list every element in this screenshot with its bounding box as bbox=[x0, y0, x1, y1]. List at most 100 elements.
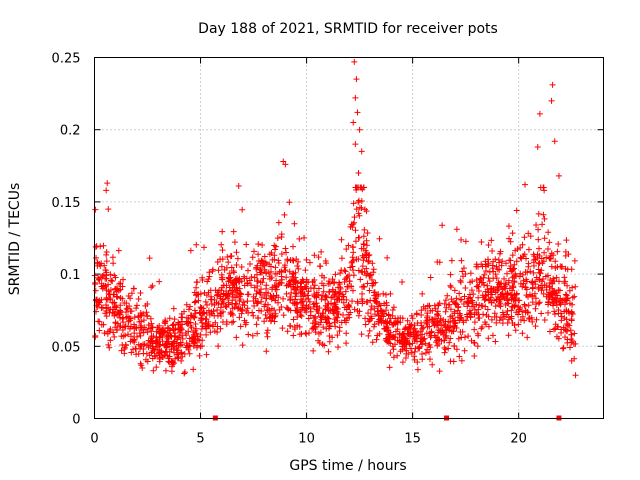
data-point bbox=[268, 294, 275, 301]
data-point bbox=[109, 299, 116, 306]
data-point bbox=[407, 323, 414, 330]
data-point bbox=[186, 303, 193, 310]
data-point bbox=[315, 330, 322, 337]
data-point bbox=[307, 305, 314, 312]
data-point bbox=[217, 325, 224, 332]
data-point bbox=[563, 316, 570, 323]
data-point bbox=[133, 333, 140, 340]
data-point bbox=[545, 245, 552, 252]
data-point bbox=[365, 332, 372, 339]
data-point bbox=[488, 299, 495, 306]
data-point bbox=[122, 323, 129, 330]
data-point bbox=[238, 310, 245, 317]
data-point bbox=[198, 325, 205, 332]
data-point bbox=[281, 211, 288, 218]
data-point bbox=[496, 266, 503, 273]
data-point bbox=[261, 253, 268, 260]
data-point bbox=[197, 304, 204, 311]
data-point bbox=[561, 280, 568, 287]
data-point bbox=[361, 283, 368, 290]
data-point bbox=[263, 285, 270, 292]
data-point bbox=[192, 298, 199, 305]
data-point bbox=[206, 322, 213, 329]
data-point bbox=[392, 315, 399, 322]
data-point bbox=[193, 330, 200, 337]
data-point bbox=[568, 266, 575, 273]
data-point bbox=[363, 265, 370, 272]
data-point bbox=[486, 278, 493, 285]
data-point bbox=[263, 330, 270, 337]
data-point bbox=[197, 290, 204, 297]
data-point bbox=[273, 277, 280, 284]
data-point bbox=[192, 335, 199, 342]
data-point bbox=[225, 290, 232, 297]
data-point bbox=[378, 319, 385, 326]
data-point bbox=[107, 337, 114, 344]
data-point bbox=[352, 141, 359, 148]
data-point bbox=[92, 334, 99, 341]
data-point bbox=[334, 332, 341, 339]
data-point bbox=[496, 317, 503, 324]
data-point bbox=[351, 306, 358, 313]
data-point bbox=[169, 359, 176, 366]
data-point bbox=[209, 266, 216, 273]
data-point bbox=[451, 323, 458, 330]
data-point bbox=[94, 259, 101, 266]
data-point bbox=[374, 292, 381, 299]
data-point bbox=[534, 144, 541, 151]
data-point bbox=[92, 287, 99, 294]
data-point bbox=[235, 183, 242, 190]
data-point bbox=[324, 319, 331, 326]
data-point bbox=[329, 286, 336, 293]
data-point bbox=[470, 303, 477, 310]
data-point bbox=[293, 256, 300, 263]
data-point bbox=[431, 322, 438, 329]
data-point bbox=[325, 315, 332, 322]
data-point bbox=[557, 310, 564, 317]
data-point bbox=[545, 229, 552, 236]
data-point bbox=[509, 230, 516, 237]
data-point bbox=[329, 334, 336, 341]
data-point bbox=[396, 331, 403, 338]
data-point bbox=[332, 289, 339, 296]
data-point bbox=[408, 321, 415, 328]
data-point bbox=[190, 331, 197, 338]
data-point bbox=[162, 317, 169, 324]
data-point bbox=[556, 299, 563, 306]
data-point bbox=[106, 291, 113, 298]
data-point bbox=[217, 310, 224, 317]
data-point bbox=[536, 275, 543, 282]
data-point bbox=[376, 235, 383, 242]
data-point bbox=[389, 307, 396, 314]
data-point bbox=[446, 301, 453, 308]
data-point bbox=[505, 332, 512, 339]
data-point bbox=[123, 306, 130, 313]
data-point bbox=[369, 339, 376, 346]
data-point bbox=[460, 265, 467, 272]
data-point bbox=[102, 282, 109, 289]
data-point bbox=[266, 273, 273, 280]
data-point bbox=[92, 243, 99, 250]
data-point bbox=[238, 278, 245, 285]
data-point bbox=[281, 264, 288, 271]
data-point bbox=[381, 300, 388, 307]
data-point bbox=[269, 314, 276, 321]
data-point bbox=[231, 284, 238, 291]
data-point bbox=[137, 332, 144, 339]
data-point bbox=[365, 257, 372, 264]
data-point bbox=[545, 272, 552, 279]
data-point bbox=[313, 294, 320, 301]
data-point bbox=[416, 343, 423, 350]
data-point bbox=[463, 317, 470, 324]
data-point bbox=[351, 219, 358, 226]
data-point bbox=[349, 287, 356, 294]
data-point bbox=[555, 172, 562, 179]
data-point bbox=[305, 288, 312, 295]
data-point bbox=[218, 263, 225, 270]
data-point bbox=[237, 323, 244, 330]
data-point bbox=[140, 329, 147, 336]
data-point bbox=[519, 330, 526, 337]
data-point bbox=[444, 292, 451, 299]
data-point bbox=[355, 210, 362, 217]
